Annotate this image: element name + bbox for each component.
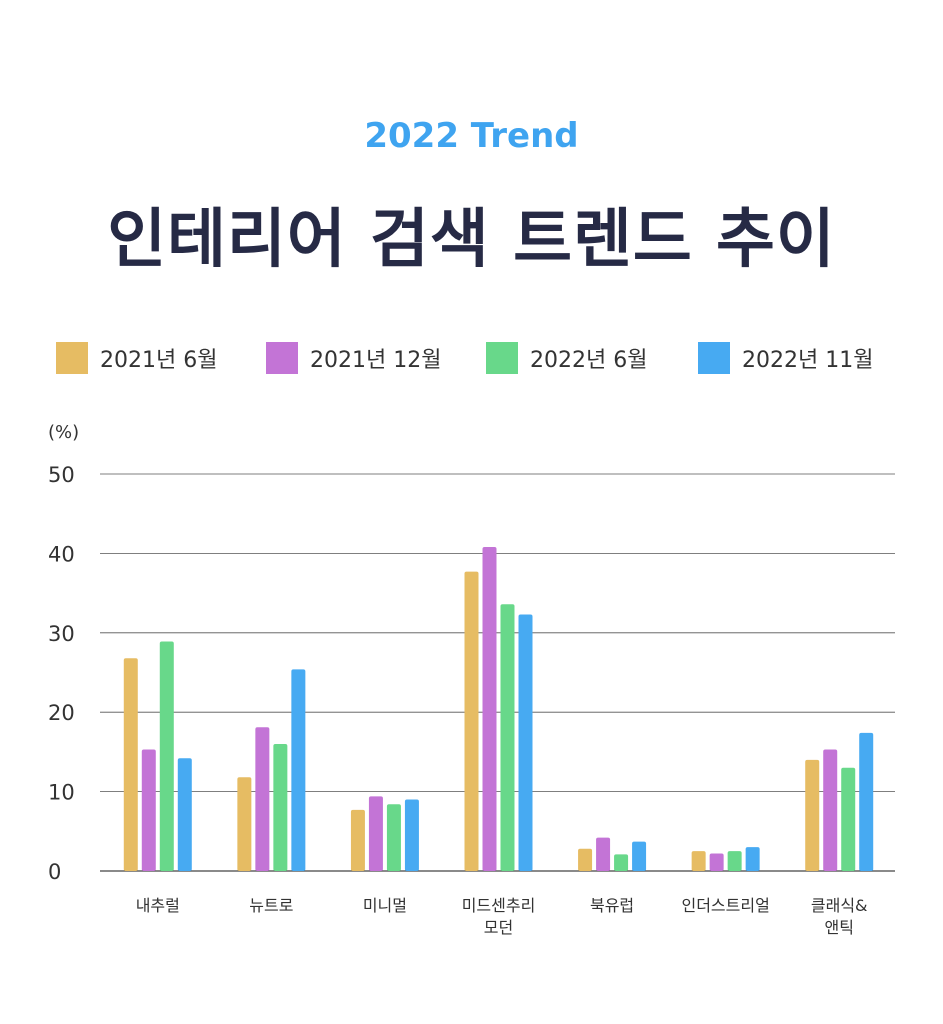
bar — [596, 837, 611, 871]
bar — [578, 848, 593, 871]
bar — [745, 847, 760, 871]
x-category-label: 미니멀 — [363, 896, 407, 915]
x-category-label: 북유럽 — [590, 896, 634, 915]
legend-swatch-2022-06 — [486, 342, 518, 374]
x-category-label: 앤틱 — [824, 918, 853, 937]
x-category-label: 클래식& — [811, 896, 868, 915]
bar — [709, 853, 724, 871]
legend-label-2022-11: 2022년 11월 — [742, 348, 874, 373]
bar — [350, 809, 365, 871]
bar — [386, 804, 401, 871]
legend-label-2021-12: 2021년 12월 — [310, 348, 442, 373]
bar — [805, 759, 820, 871]
x-category-label: 뉴트로 — [249, 896, 293, 915]
legend-swatch-2022-11 — [698, 342, 730, 374]
legend-item-2021-06: 2021년 6월 — [56, 340, 217, 376]
chart-title: 인테리어 검색 트렌드 추이 — [107, 203, 836, 277]
bar — [141, 749, 156, 871]
y-tick-label: 50 — [48, 463, 75, 487]
x-category-label: 내추럴 — [136, 896, 180, 915]
bar — [368, 796, 383, 871]
bar — [823, 749, 838, 871]
y-axis-unit: (%) — [48, 422, 79, 443]
y-tick-label: 0 — [48, 860, 61, 884]
bar — [291, 669, 306, 871]
bar — [518, 614, 533, 871]
y-tick-label: 30 — [48, 622, 75, 646]
bar — [482, 547, 497, 871]
y-tick-label: 10 — [48, 781, 75, 805]
legend-item-2021-12: 2021년 12월 — [266, 340, 441, 376]
bar — [500, 604, 515, 871]
bar — [159, 641, 174, 871]
legend-label-2022-06: 2022년 6월 — [530, 348, 648, 373]
bar — [464, 571, 479, 871]
bar — [255, 727, 270, 871]
x-category-label: 인더스트리얼 — [681, 896, 769, 915]
bar — [237, 777, 252, 871]
chart-subtitle: 2022 Trend — [364, 116, 579, 156]
bar — [123, 658, 138, 871]
bar — [859, 732, 874, 871]
legend-swatch-2021-12 — [266, 342, 298, 374]
bar — [404, 799, 419, 871]
x-category-label: 모던 — [484, 918, 513, 937]
bar — [632, 841, 647, 871]
bar — [691, 851, 706, 871]
legend-label-2021-06: 2021년 6월 — [100, 348, 218, 373]
legend: 2021년 6월 2021년 12월 2022년 6월 2022년 11월 — [0, 340, 943, 376]
bar — [614, 854, 629, 871]
legend-swatch-2021-06 — [56, 342, 88, 374]
y-tick-label: 20 — [48, 701, 75, 725]
bar — [727, 851, 742, 871]
legend-item-2022-06: 2022년 6월 — [486, 340, 647, 376]
x-category-label: 미드센추리 — [462, 896, 536, 915]
legend-item-2022-11: 2022년 11월 — [698, 340, 873, 376]
bar — [273, 743, 288, 871]
y-tick-label: 40 — [48, 542, 75, 566]
bar — [177, 758, 192, 871]
bar — [841, 767, 856, 871]
